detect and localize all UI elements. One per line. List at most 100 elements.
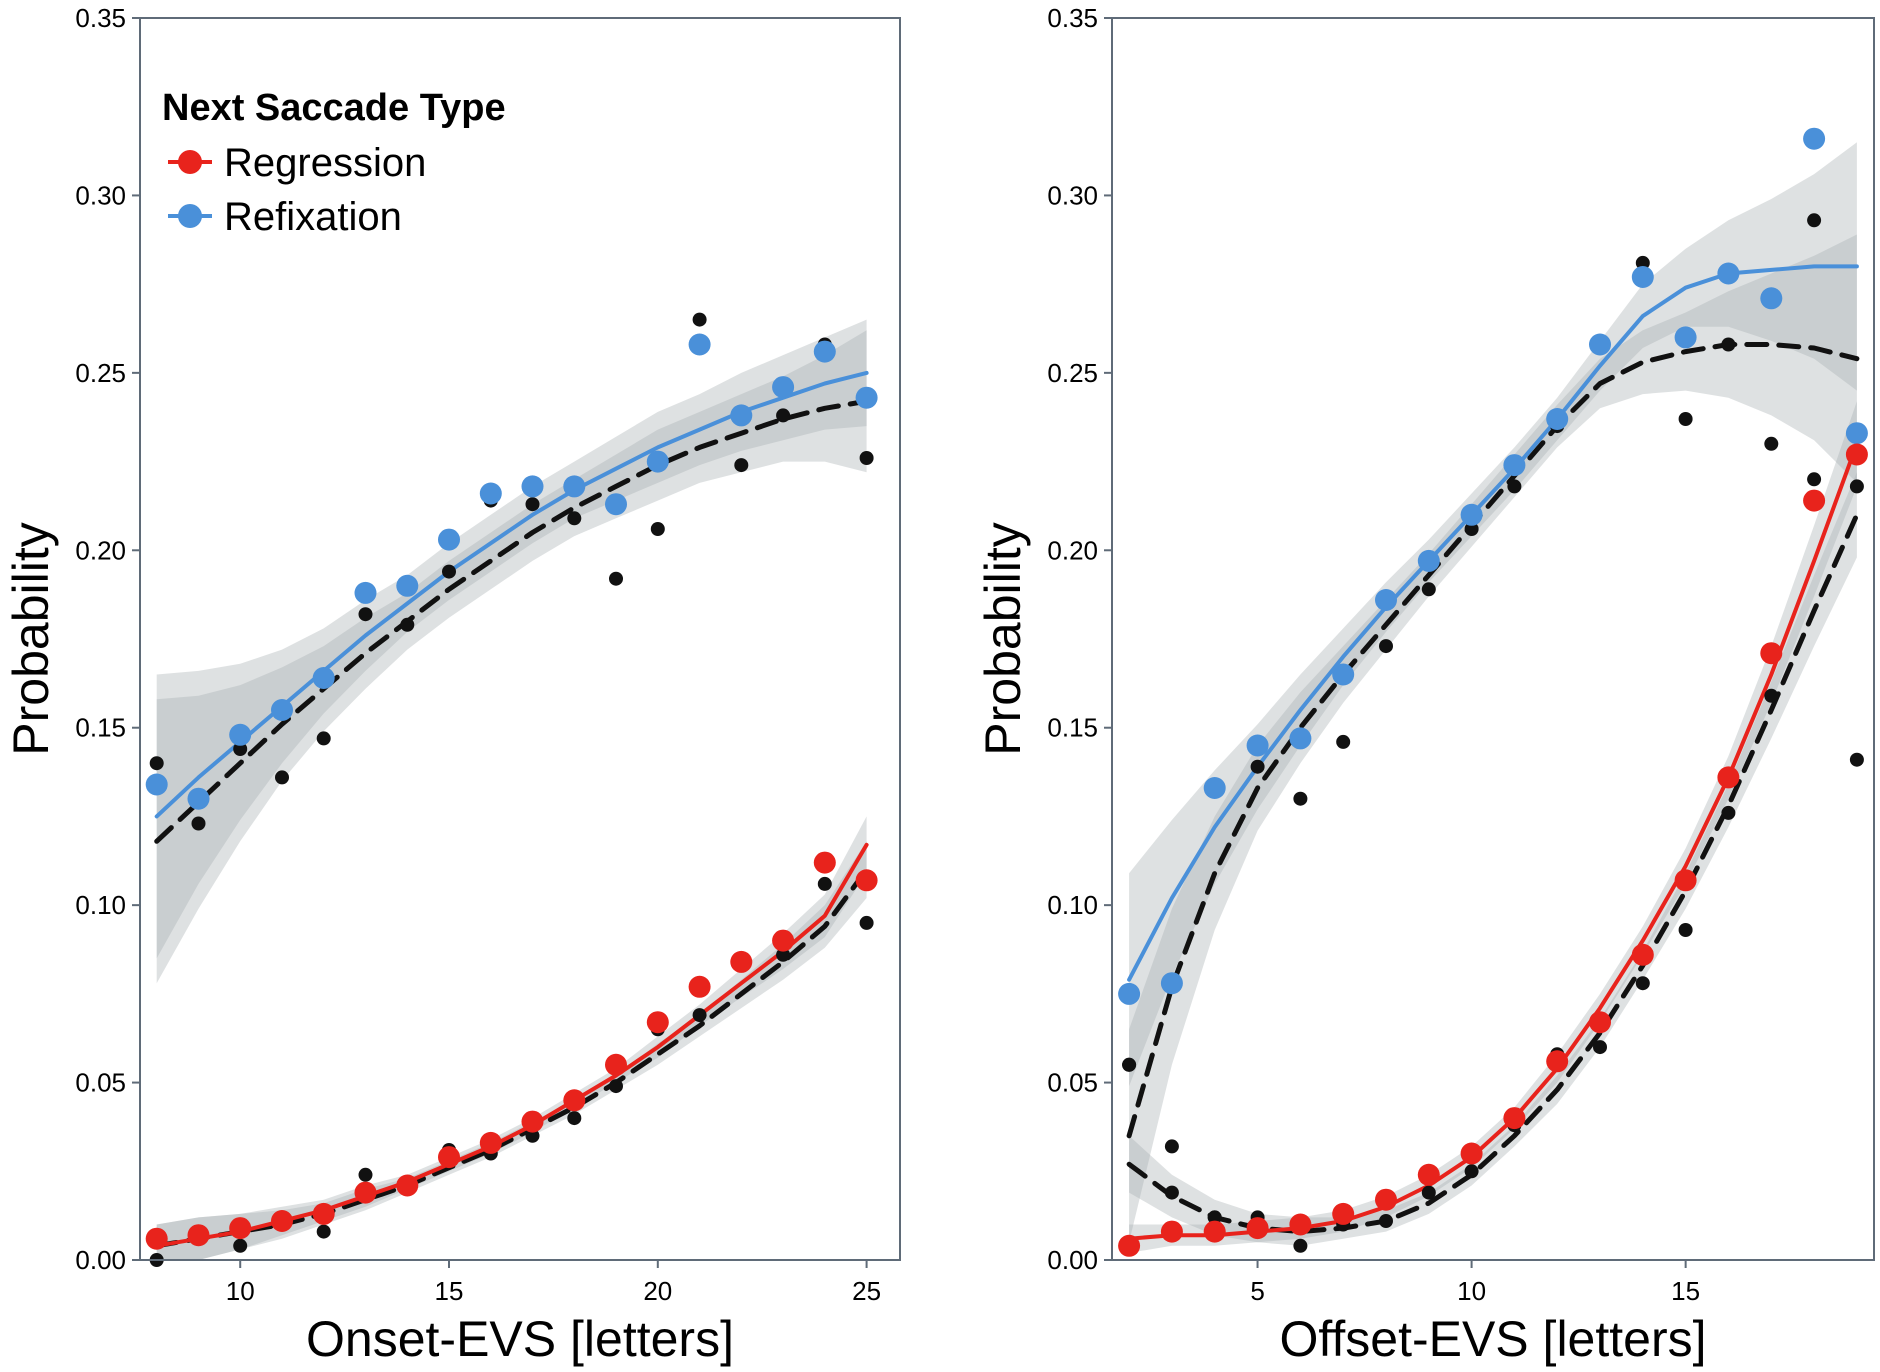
left-point-regression-baseline [817,876,832,891]
left-point-refixation [145,773,168,796]
left-point-regression [312,1202,335,1225]
legend-title: Next Saccade Type [162,87,506,129]
right-y-tick-label: 0.05 [1047,1068,1098,1098]
left-band-regression [156,816,867,1260]
right-point-refixation-baseline [1507,479,1522,494]
left-x-axis-title: Onset-EVS [letters] [306,1311,734,1367]
left-point-refixation [271,699,293,721]
right-point-refixation [1589,333,1611,356]
left-point-regression [813,851,836,874]
right-point-regression-baseline [1421,1185,1436,1200]
left-point-refixation [229,723,252,746]
left-x-tick-label: 10 [226,1276,255,1306]
right-point-regression [1417,1163,1440,1186]
left-point-refixation [396,574,419,597]
left-point-regression [855,869,878,892]
legend-label-regression: Regression [224,141,426,185]
left-point-regression [646,1011,669,1034]
right-point-regression [1118,1234,1141,1257]
right-point-regression [1332,1202,1355,1225]
left-point-regression [354,1181,377,1204]
left-panel: 0.00 0.05 0.10 0.15 0.20 0.25 0.30 0.35 10 15 20 25… [3,3,901,1367]
legend-entry-refixation: Refixation [168,195,402,239]
right-point-regression-baseline [1464,1164,1479,1179]
left-point-refixation [312,667,335,689]
legend-label-refixation: Refixation [224,195,402,239]
left-point-refixation-baseline [567,511,582,526]
right-point-refixation [1289,727,1312,750]
left-point-refixation [521,475,544,498]
right-point-refixation [1717,262,1740,285]
right-point-refixation [1417,549,1440,572]
right-point-regression [1160,1220,1183,1243]
left-point-regression [145,1227,168,1250]
right-point-refixation [1845,422,1868,445]
right-point-refixation [1803,127,1826,150]
left-point-refixation-baseline [692,312,707,327]
left-y-axis-title: Probability [3,522,59,755]
right-point-regression [1631,943,1654,966]
right-point-regression-baseline [1807,472,1822,487]
right-band-refixation [1129,142,1857,1087]
right-x-axis-title: Offset-EVS [letters] [1279,1311,1706,1367]
right-point-regression [1460,1142,1483,1165]
right-point-refixation [1674,326,1697,349]
right-point-refixation [1203,777,1226,799]
right-point-regression [1546,1050,1569,1073]
right-point-regression [1760,642,1783,665]
right-point-refixation [1160,972,1183,995]
left-y-tick-label: 0.00 [75,1245,126,1275]
right-point-regression-baseline [1721,805,1736,820]
right-band-refixation-baseline [1129,234,1857,1243]
left-point-regression [438,1146,460,1169]
left-point-refixation-baseline [442,564,456,579]
right-point-regression [1717,766,1740,789]
left-y-tick-label: 0.35 [75,3,126,33]
right-point-regression-baseline [1764,688,1779,703]
right-confidence-bands [1129,142,1857,1253]
left-x-tick-label: 25 [852,1276,881,1306]
right-y-tick-label: 0.30 [1047,180,1098,210]
right-point-regression-baseline [1379,1214,1393,1228]
right-point-refixation-baseline [1336,734,1351,749]
right-y-axis-title: Probability [975,522,1031,755]
right-fit-refixation-baseline [1126,342,1860,1139]
left-point-refixation-baseline [650,522,665,536]
right-point-refixation-baseline [1678,412,1693,426]
right-point-regression [1289,1213,1312,1236]
left-point-refixation-baseline [149,756,164,771]
right-y-tick-label: 0.25 [1047,358,1098,388]
right-point-refixation-baseline [1293,791,1308,806]
right-point-refixation [1375,589,1397,611]
left-point-regression-baseline [776,947,791,962]
right-x-tick-label: 15 [1671,1276,1700,1306]
right-point-refixation-baseline [1807,213,1822,228]
left-x-tick-label: 20 [643,1276,672,1306]
left-point-regression [187,1224,210,1247]
left-point-refixation-baseline [609,571,623,586]
left-y-tick-label: 0.20 [75,535,126,565]
right-point-regression [1246,1217,1269,1240]
left-point-regression-baseline [692,1008,707,1023]
left-point-refixation-baseline [734,458,749,473]
right-point-regression-baseline [1678,923,1693,937]
legend-marker-regression [178,150,202,174]
left-y-tick-label: 0.30 [75,180,126,210]
left-point-refixation-baseline [776,408,791,423]
right-point-regression [1203,1220,1226,1243]
right-point-regression [1803,489,1826,512]
left-point-regression [605,1053,627,1076]
right-point-regression-baseline [1635,976,1650,991]
left-fit-regression-baseline [154,867,870,1249]
left-band-refixation [156,319,867,959]
left-point-refixation [438,528,460,551]
left-data-points [145,312,878,1267]
right-point-refixation [1760,287,1783,310]
left-axes: 0.00 0.05 0.10 0.15 0.20 0.25 0.30 0.35 10 15 20 25 [75,3,881,1306]
left-point-refixation [813,340,836,363]
right-point-refixation [1460,503,1483,526]
left-point-regression-baseline [609,1079,623,1094]
legend-marker-refixation [178,204,202,228]
right-y-tick-label: 0.20 [1047,535,1098,565]
